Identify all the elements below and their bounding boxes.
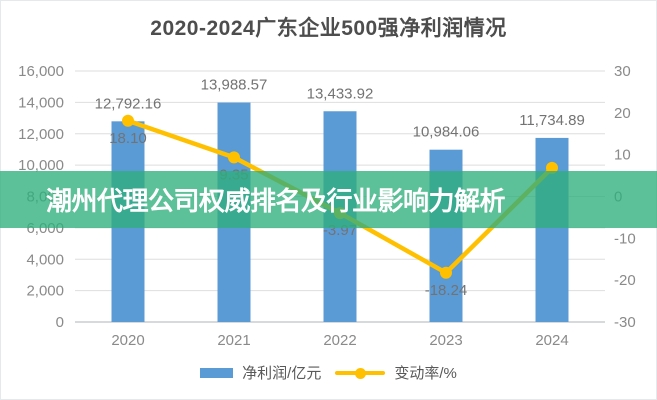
x-axis-category: 2024 xyxy=(535,332,568,349)
line-marker-2024 xyxy=(546,161,558,174)
legend: 净利润/亿元 变动率/% xyxy=(0,362,657,383)
promo-banner-text: 潮州代理公司权威排名及行业影响力解析 xyxy=(46,186,506,216)
line-marker-2023 xyxy=(440,266,452,279)
line-marker-2021 xyxy=(228,151,240,164)
bar-value-label: 12,792.16 xyxy=(95,95,162,112)
x-axis-category: 2021 xyxy=(217,332,250,349)
bar-series-swatch xyxy=(200,367,234,378)
bar-value-label: 13,433.92 xyxy=(307,85,374,102)
legend-label: 变动率/% xyxy=(394,365,457,382)
left-axis-tick: 16,000 xyxy=(18,63,64,80)
line-value-label: 18.10 xyxy=(109,130,147,147)
left-axis-tick: 2,000 xyxy=(26,283,64,300)
x-axis-category: 2022 xyxy=(323,332,356,349)
right-axis-tick: -20 xyxy=(614,272,636,289)
line-marker-2020 xyxy=(122,114,134,127)
right-axis-tick: 30 xyxy=(614,63,631,80)
bar-value-label: 13,988.57 xyxy=(201,77,268,94)
right-axis-tick: -30 xyxy=(614,314,636,331)
line-value-label: -18.24 xyxy=(425,282,468,299)
x-axis-category: 2023 xyxy=(429,332,462,349)
right-axis-tick: 10 xyxy=(614,147,631,164)
left-axis-tick: 0 xyxy=(56,314,64,331)
line-series-swatch xyxy=(335,367,386,379)
right-axis-tick: -10 xyxy=(614,230,636,247)
right-axis-tick: 20 xyxy=(614,105,631,122)
left-axis-tick: 12,000 xyxy=(18,126,64,143)
legend-item-net-profit: 净利润/亿元 xyxy=(200,362,321,383)
x-axis-category: 2020 xyxy=(111,332,144,349)
promo-banner: 潮州代理公司权威排名及行业影响力解析 xyxy=(0,171,657,228)
bar-value-label: 11,734.89 xyxy=(519,112,585,129)
left-axis-tick: 4,000 xyxy=(26,251,64,268)
chart-title: 2020-2024广东企业500强净利润情况 xyxy=(150,17,507,40)
legend-item-change-rate: 变动率/% xyxy=(335,362,457,383)
line-swatch-dot xyxy=(355,367,367,379)
left-axis-tick: 10,000 xyxy=(18,157,64,174)
left-axis-tick: 14,000 xyxy=(18,94,64,111)
legend-label: 净利润/亿元 xyxy=(242,365,322,382)
bar-value-label: 10,984.06 xyxy=(413,124,480,141)
